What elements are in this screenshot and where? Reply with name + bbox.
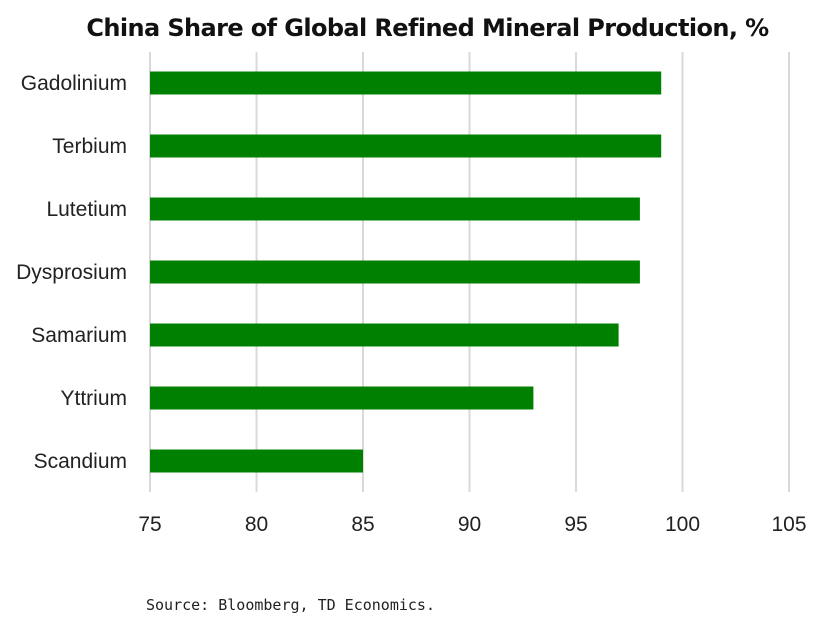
- x-tick-label: 105: [771, 513, 806, 536]
- x-tick-label: 80: [245, 513, 268, 536]
- bar-samarium: [150, 323, 619, 347]
- x-tick-label: 85: [351, 513, 374, 536]
- x-tick-label: 95: [564, 513, 587, 536]
- category-label: Lutetium: [46, 198, 127, 221]
- bar-lutetium: [150, 197, 640, 221]
- x-tick-label: 90: [458, 513, 481, 536]
- category-label: Dysprosium: [16, 261, 127, 284]
- category-label: Samarium: [31, 324, 127, 347]
- category-labels: Gadolinium Terbium Lutetium Dysprosium Samar…: [16, 72, 127, 473]
- category-label: Terbium: [52, 135, 127, 158]
- category-label: Scandium: [34, 450, 127, 473]
- chart-title: China Share of Global Refined Mineral Pr…: [86, 14, 769, 42]
- source-note: Source: Bloomberg, TD Economics.: [146, 596, 435, 614]
- category-label: Yttrium: [60, 387, 127, 410]
- bar-terbium: [150, 134, 662, 158]
- category-label: Gadolinium: [21, 72, 127, 95]
- x-axis-tick-labels: 75 80 85 90 95 100 105: [138, 513, 806, 536]
- bar-gadolinium: [150, 71, 662, 95]
- x-tick-label: 75: [138, 513, 161, 536]
- bar-yttrium: [150, 386, 534, 410]
- bar-scandium: [150, 449, 363, 473]
- x-tick-label: 100: [665, 513, 700, 536]
- bar-dysprosium: [150, 260, 640, 284]
- bars: [150, 71, 662, 473]
